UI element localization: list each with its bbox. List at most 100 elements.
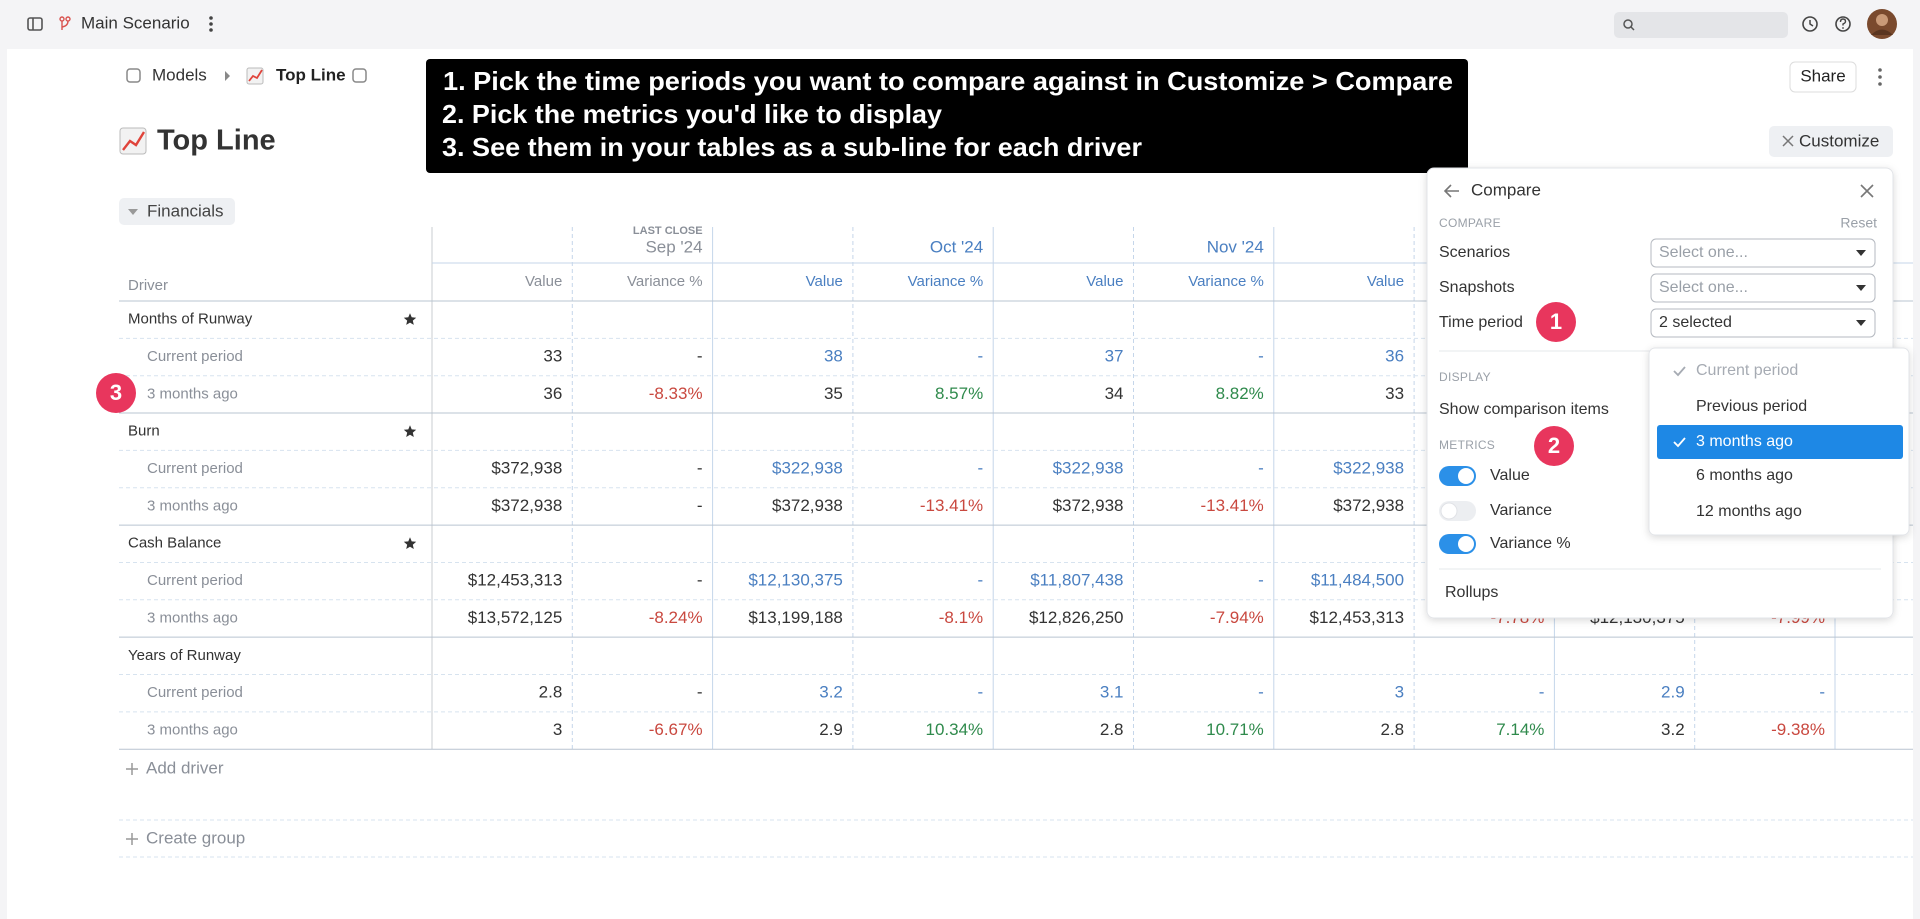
cell[interactable]: - [978, 571, 984, 590]
cell[interactable]: -8.33% [649, 384, 703, 403]
cell[interactable]: - [1819, 683, 1825, 702]
cell[interactable]: 2.9 [1661, 683, 1685, 702]
cell[interactable]: $372,938 [1333, 496, 1404, 515]
driver-name[interactable]: Months of Runway [128, 311, 253, 328]
driver-name[interactable]: Burn [128, 423, 160, 440]
select-box[interactable] [1650, 238, 1876, 268]
cell[interactable]: $13,572,125 [468, 608, 563, 627]
rollups[interactable]: Rollups [1445, 584, 1498, 601]
reset[interactable]: Reset [1840, 215, 1877, 231]
cell[interactable]: $372,938 [772, 496, 843, 515]
help-icon[interactable] [1835, 16, 1851, 32]
cell[interactable]: -13.41% [1200, 496, 1263, 515]
cell[interactable]: 10.71% [1206, 720, 1264, 739]
cell[interactable]: - [1539, 683, 1545, 702]
cell[interactable]: 3.1 [1100, 683, 1124, 702]
column-header: Value [525, 273, 562, 290]
cell[interactable]: $372,938 [491, 496, 562, 515]
share-button[interactable] [1789, 61, 1857, 93]
cell[interactable]: 3 [553, 720, 562, 739]
group-chip[interactable] [119, 198, 235, 225]
kebab[interactable] [209, 16, 213, 32]
star [403, 313, 417, 325]
column-header: Value [1086, 273, 1123, 290]
step-badge [1534, 426, 1574, 466]
close-icon[interactable] [1860, 184, 1874, 198]
toggle-label: Value [1490, 467, 1530, 484]
cell[interactable]: - [978, 347, 984, 366]
cell[interactable]: - [978, 459, 984, 478]
cell[interactable]: $322,938 [772, 459, 843, 478]
history-icon[interactable] [1802, 16, 1818, 32]
cell[interactable]: - [1258, 347, 1264, 366]
dropdown-option[interactable]: Current period [1696, 362, 1798, 379]
cell[interactable]: - [697, 496, 703, 515]
cell[interactable]: $11,807,438 [1030, 571, 1123, 590]
cell[interactable]: 2.8 [1100, 720, 1124, 739]
cell[interactable]: 36 [543, 384, 562, 403]
cell[interactable]: - [697, 571, 703, 590]
dropdown-option[interactable]: 12 months ago [1696, 503, 1802, 520]
sidebar-toggle[interactable] [27, 17, 43, 31]
cell[interactable]: 2.9 [819, 720, 843, 739]
cell[interactable]: 7.14% [1496, 720, 1544, 739]
cell[interactable]: 8.57% [935, 384, 983, 403]
cell[interactable]: 33 [543, 347, 562, 366]
cell[interactable]: -8.1% [939, 608, 983, 627]
cell[interactable]: - [1258, 683, 1264, 702]
dropdown-option[interactable]: Previous period [1696, 398, 1807, 415]
cell[interactable]: 2.8 [1380, 720, 1404, 739]
cell[interactable]: $322,938 [1333, 459, 1404, 478]
breadcrumb-item[interactable]: Top Line [276, 65, 346, 84]
cell[interactable]: - [697, 683, 703, 702]
cell[interactable]: 33 [1385, 384, 1404, 403]
dropdown-option[interactable]: 3 months ago [1696, 433, 1793, 450]
page-kebab[interactable] [1878, 68, 1882, 86]
cell[interactable]: $12,453,313 [468, 571, 563, 590]
cell[interactable]: - [697, 459, 703, 478]
dropdown-option[interactable]: 6 months ago [1696, 467, 1793, 484]
back-arrow[interactable] [1443, 184, 1459, 198]
check [1673, 437, 1686, 448]
cell[interactable]: -7.94% [1210, 608, 1264, 627]
cell[interactable]: 37 [1105, 347, 1124, 366]
cell[interactable]: $12,826,250 [1029, 608, 1124, 627]
cell[interactable]: - [1258, 459, 1264, 478]
cell[interactable]: 38 [824, 347, 843, 366]
cell[interactable]: -9.38% [1771, 720, 1825, 739]
cell[interactable]: $372,938 [1053, 496, 1124, 515]
cell[interactable]: $372,938 [491, 459, 562, 478]
driver-name[interactable]: Years of Runway [128, 647, 241, 664]
select-box[interactable] [1650, 308, 1876, 338]
cell[interactable]: -8.24% [649, 608, 703, 627]
cell[interactable]: 36 [1385, 347, 1404, 366]
cell[interactable]: 35 [824, 384, 843, 403]
cell[interactable]: $12,453,313 [1310, 608, 1405, 627]
cell[interactable]: 3.2 [819, 683, 843, 702]
cell[interactable]: $322,938 [1053, 459, 1124, 478]
create-group[interactable]: Create group [146, 828, 245, 847]
cell[interactable]: $13,199,188 [748, 608, 843, 627]
cell[interactable]: 3 [1395, 683, 1404, 702]
scenario-name[interactable]: Main Scenario [81, 13, 190, 32]
cell[interactable]: 10.34% [926, 720, 984, 739]
cell[interactable]: - [1258, 571, 1264, 590]
step-number: 1 [1550, 309, 1562, 334]
cell[interactable]: -13.41% [920, 496, 983, 515]
cell[interactable]: 2.8 [539, 683, 563, 702]
cell[interactable]: 34 [1105, 384, 1124, 403]
select-box[interactable] [1650, 273, 1876, 303]
cell[interactable]: $12,130,375 [748, 571, 843, 590]
cell[interactable]: -6.67% [649, 720, 703, 739]
customize-button[interactable] [1769, 126, 1893, 157]
search-box[interactable] [1614, 12, 1788, 38]
add-driver[interactable]: Add driver [146, 758, 224, 777]
cell[interactable]: - [978, 683, 984, 702]
cell[interactable]: 8.82% [1216, 384, 1264, 403]
cell[interactable]: $11,484,500 [1311, 571, 1404, 590]
cell[interactable]: 3.2 [1661, 720, 1685, 739]
driver-name[interactable]: Cash Balance [128, 535, 221, 552]
cell[interactable]: - [697, 347, 703, 366]
breadcrumb-item[interactable]: Models [152, 65, 207, 84]
